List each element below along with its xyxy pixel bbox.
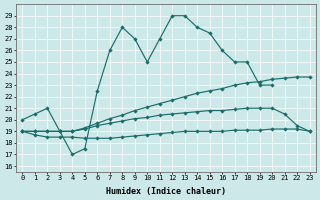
X-axis label: Humidex (Indice chaleur): Humidex (Indice chaleur) <box>106 187 226 196</box>
